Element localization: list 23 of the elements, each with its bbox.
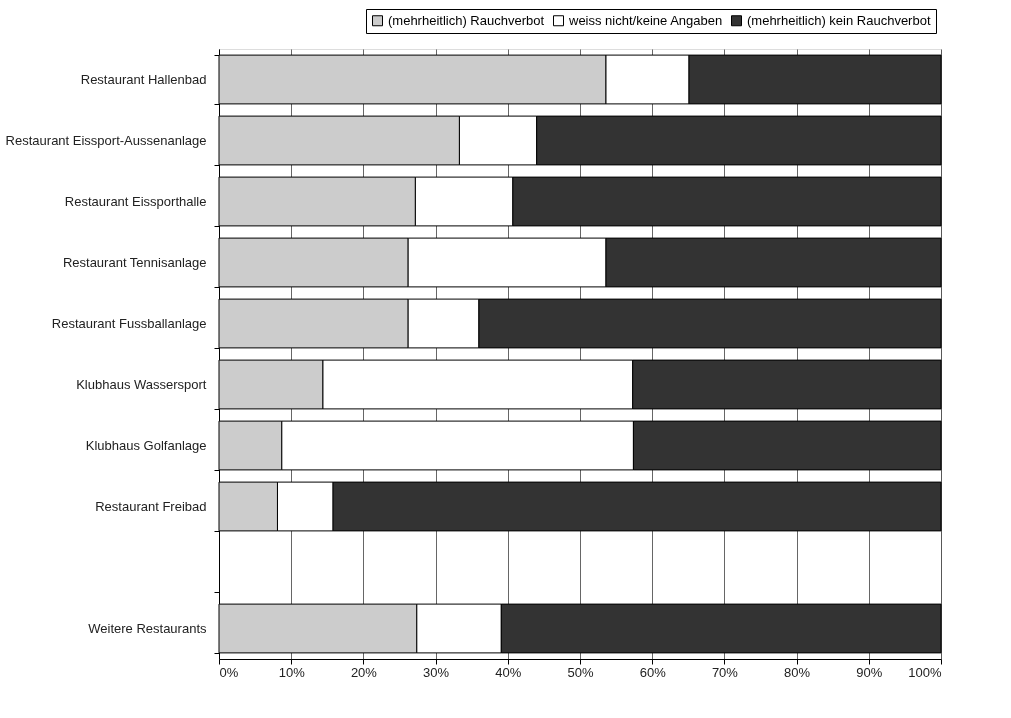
- x-tick-label: 70%: [711, 664, 739, 680]
- x-tick-label: 10%: [278, 664, 306, 680]
- legend-label: (mehrheitlich) kein Rauchverbot: [747, 12, 931, 28]
- legend-label: weiss nicht/keine Angaben: [568, 12, 723, 28]
- x-tick-label: 30%: [423, 664, 450, 680]
- y-tick-label: Weitere Restaurants: [88, 621, 207, 636]
- x-tick-label: 90%: [856, 664, 883, 680]
- x-tick-label: 60%: [639, 664, 667, 680]
- y-tick-label: Restaurant Eissporthalle: [64, 194, 207, 209]
- y-tick-label: Klubhaus Wassersport: [76, 377, 207, 392]
- x-tick-label: 0%: [219, 664, 239, 680]
- y-tick-label: Restaurant Fussballanlage: [51, 316, 207, 331]
- x-tick-label: 50%: [567, 664, 594, 680]
- y-tick-label: Restaurant Freibad: [95, 499, 207, 514]
- legend-label: (mehrheitlich) Rauchverbot: [388, 12, 545, 28]
- y-tick-label: Klubhaus Golfanlage: [85, 438, 207, 453]
- x-tick-label: 20%: [350, 664, 378, 680]
- y-tick-label: Restaurant Hallenbad: [80, 72, 207, 87]
- y-tick-label: Restaurant Eissport-Aussenanlage: [5, 133, 207, 148]
- x-tick-label: 40%: [495, 664, 522, 680]
- x-tick-label: 80%: [784, 664, 811, 680]
- x-tick-label: 100%: [908, 664, 942, 680]
- y-tick-label: Restaurant Tennisanlage: [62, 255, 207, 270]
